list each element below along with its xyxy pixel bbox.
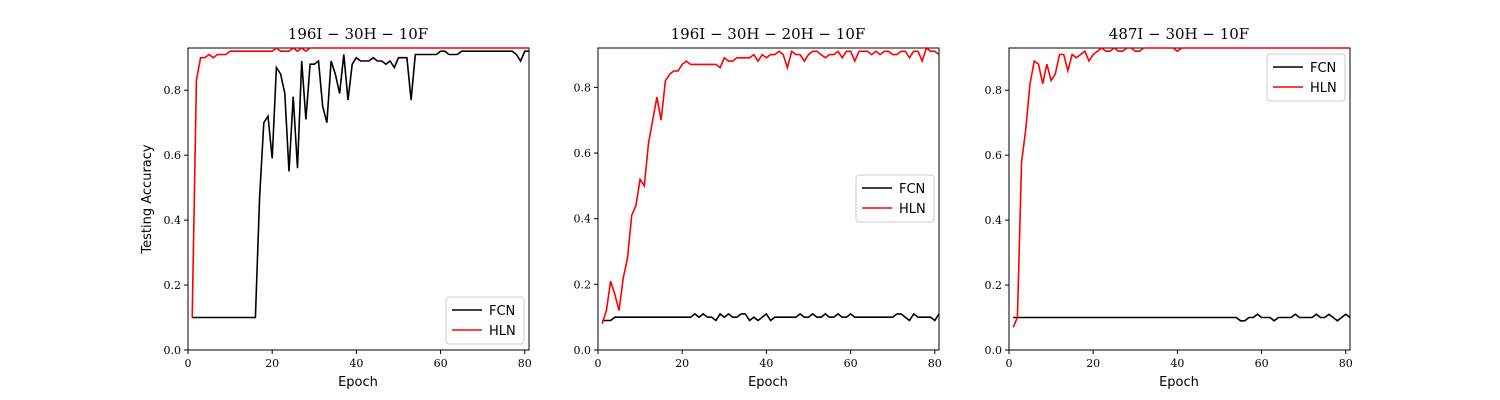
panel-2-xtick-label: 20 — [675, 357, 689, 370]
panel-3-frame — [1008, 47, 1351, 351]
panel-1-xtick-label: 40 — [349, 357, 363, 370]
panel-1-ytick-label: 0.6 — [164, 149, 182, 162]
panel-3-legend-box — [1266, 53, 1346, 102]
panel-1-xtick-label: 60 — [434, 357, 448, 370]
panel-1-legend-hln-label: HLN — [489, 324, 516, 339]
panel-3-ytick-label: 0.0 — [985, 344, 1003, 357]
panel-1-legend: FCN HLN — [445, 296, 525, 345]
panel-1-ytick-label: 0.8 — [164, 84, 182, 97]
panel-2-xtick-label: 40 — [759, 357, 773, 370]
panel-1-legend-box — [445, 296, 525, 345]
panel-3-xlabel: Epoch — [1159, 375, 1199, 390]
panel-3-legend-hln-label: HLN — [1310, 81, 1337, 96]
panel-2-hln-line — [601, 46, 940, 324]
panel-2-title: 196I − 30H − 20H − 10F — [671, 25, 866, 43]
panel-2: 196I − 30H − 20H − 10F 0 20 40 60 80 0.00.20… — [574, 25, 942, 390]
panel-2-ytick-label: 0.0 — [574, 344, 592, 357]
panel-1-ytick-label: 0.2 — [164, 279, 182, 292]
panel-2-legend-box — [855, 174, 935, 223]
panel-2-fcn-line — [602, 312, 940, 322]
panel-1-fcn-line — [192, 50, 529, 319]
panel-1-ylabel: Testing Accuracy — [140, 144, 155, 254]
panel-2-legend-fcn-label: FCN — [899, 182, 925, 197]
panel-3-fcn-line — [1013, 313, 1351, 322]
panel-1-xtick-label: 0 — [185, 357, 192, 370]
panel-1-xtick-label: 20 — [265, 357, 279, 370]
panel-3-xtick-label: 40 — [1170, 357, 1184, 370]
panel-1-legend-fcn-label: FCN — [489, 304, 515, 319]
panel-2-legend-hln-label: HLN — [899, 202, 926, 217]
panel-3-ytick-label: 0.6 — [985, 149, 1003, 162]
panel-1-xtick-label: 80 — [518, 357, 532, 370]
panel-1-x-axis: 0 20 40 60 80 — [185, 350, 532, 370]
panel-2-ytick-label: 0.2 — [574, 278, 592, 291]
panel-2-ytick-label: 0.6 — [574, 147, 592, 160]
panel-3-hln-line — [1012, 46, 1350, 328]
panel-3-xtick-label: 60 — [1255, 357, 1269, 370]
panel-3-y-axis: 0.0 0.2 0.4 0.6 0.8 — [985, 84, 1009, 357]
panel-1: 196I − 30H − 10F 0 20 40 60 80 0.00.20.40.60… — [140, 25, 532, 390]
panel-3-ytick-label: 0.4 — [985, 214, 1003, 227]
panel-2-ytick-label: 0.8 — [574, 81, 592, 94]
panel-1-ytick-label: 0.0 — [164, 344, 182, 357]
panel-1-title: 196I − 30H − 10F — [288, 25, 428, 43]
panel-1-xlabel: Epoch — [338, 375, 378, 390]
panel-2-frame — [597, 47, 940, 351]
panel-3: 487I − 30H − 10F 0 20 40 60 80 0.00.20.40.60… — [985, 25, 1353, 390]
panel-1-y-axis: 0.0 0.2 0.4 0.6 0.8 — [164, 84, 188, 357]
panel-2-xtick-label: 0 — [595, 357, 602, 370]
panel-2-y-axis: 0.0 0.2 0.4 0.6 0.8 — [574, 81, 598, 357]
panel-2-ytick-label: 0.4 — [574, 213, 592, 226]
panel-1-ytick-label: 0.4 — [164, 214, 182, 227]
panel-2-xtick-label: 60 — [844, 357, 858, 370]
panel-1-hln-line — [191, 46, 529, 318]
panel-3-xtick-label: 80 — [1339, 357, 1353, 370]
panel-3-legend-fcn-label: FCN — [1310, 61, 1336, 76]
panel-3-title: 487I − 30H − 10F — [1109, 25, 1249, 43]
panel-2-x-axis: 0 20 40 60 80 — [595, 350, 942, 370]
panel-3-legend: FCN HLN — [1266, 53, 1346, 102]
panel-2-xlabel: Epoch — [748, 375, 788, 390]
panel-3-ytick-label: 0.8 — [985, 84, 1003, 97]
panel-2-legend: FCN HLN — [855, 174, 935, 223]
panel-2-xtick-label: 80 — [928, 357, 942, 370]
panel-3-x-axis: 0 20 40 60 80 — [1006, 350, 1353, 370]
panel-3-ytick-label: 0.2 — [985, 279, 1003, 292]
panel-3-xtick-label: 20 — [1086, 357, 1100, 370]
panel-3-xtick-label: 0 — [1006, 357, 1013, 370]
